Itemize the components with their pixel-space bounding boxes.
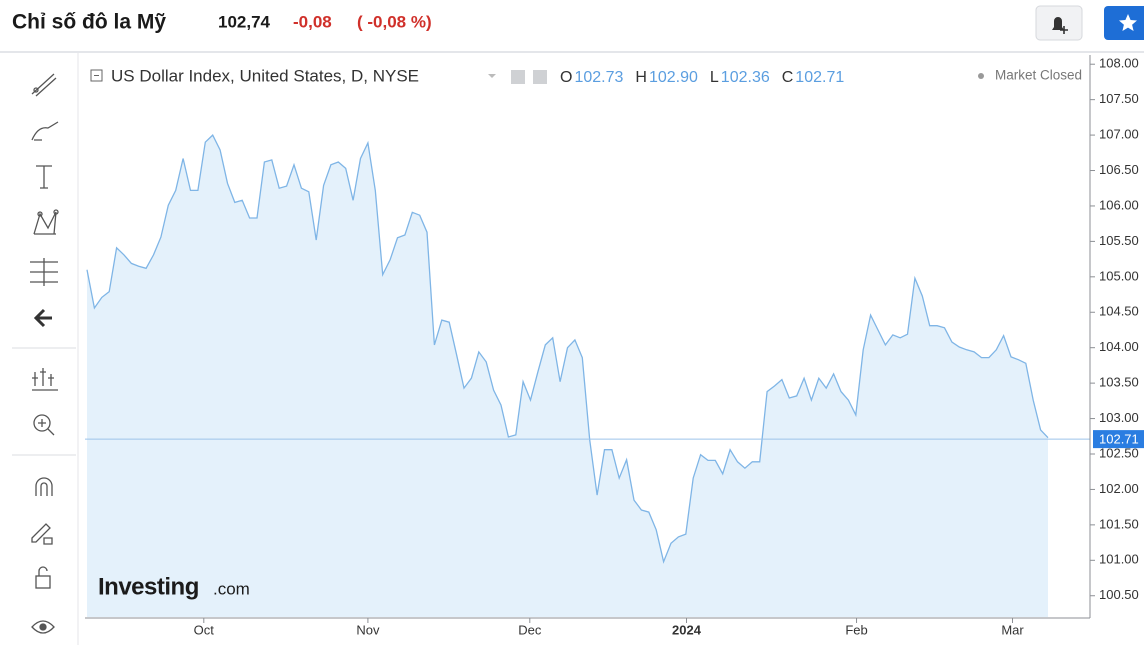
ohlc-value: 102.73	[574, 69, 623, 86]
ohlc-value: 102.90	[649, 69, 698, 86]
page-title: Chỉ số đô la Mỹ	[12, 11, 166, 34]
y-tick-label: 100.50	[1099, 587, 1139, 602]
lock-tool[interactable]	[35, 566, 51, 589]
y-tick-label: 104.00	[1099, 339, 1139, 354]
y-tick-label: 102.50	[1099, 445, 1139, 460]
status-dot	[978, 73, 984, 79]
ohlc-key: L	[710, 69, 719, 86]
change: -0,08	[293, 12, 332, 31]
y-tick-label: 108.00	[1099, 56, 1139, 71]
area	[87, 135, 1048, 617]
brush-tool[interactable]	[31, 121, 59, 141]
y-tick-label: 106.50	[1099, 162, 1139, 177]
y-tick-label: 106.00	[1099, 197, 1139, 212]
market-status: Market Closed	[995, 68, 1082, 83]
y-tick-label: 105.50	[1099, 233, 1139, 248]
magnet-tool[interactable]	[35, 477, 53, 496]
last-value-label: 102.71	[1099, 432, 1139, 447]
settings-icon[interactable]	[533, 70, 547, 84]
line	[86, 134, 1049, 564]
dropdown-arrow[interactable]	[488, 74, 496, 78]
frame: 100.50 101.00 101.50 102.00 102.50 103.00 103.…	[85, 55, 1144, 637]
y-tick-label: 102.00	[1099, 481, 1139, 496]
toolbar	[12, 73, 76, 634]
trend-tool[interactable]	[31, 73, 57, 97]
alert-button[interactable]	[1035, 5, 1083, 41]
collapse-icon[interactable]	[90, 69, 103, 82]
y-tick-label: 101.00	[1099, 552, 1139, 567]
x-tick-label: Mar	[1001, 622, 1024, 637]
ohlc-key: O	[560, 69, 572, 86]
x-tick-label: Feb	[845, 622, 867, 637]
brand-suffix: .com	[213, 579, 250, 598]
x-tick-label: Dec	[518, 622, 542, 637]
brand: Investing	[98, 573, 199, 600]
change-pct: ( -0,08 %)	[357, 12, 432, 31]
y-tick-label: 103.00	[1099, 410, 1139, 425]
zoom-tool[interactable]	[33, 414, 55, 436]
y-tick-label: 101.50	[1099, 516, 1139, 531]
price: 102,74	[218, 12, 271, 31]
y-tick-label: 105.00	[1099, 268, 1139, 283]
watchlist-button[interactable]	[1104, 6, 1144, 40]
lock-draw-tool[interactable]	[31, 523, 53, 545]
last-value-badge	[1093, 430, 1144, 449]
y-tick-label: 104.50	[1099, 304, 1139, 319]
y-tick-label: 107.50	[1099, 91, 1139, 106]
visibility-tool[interactable]	[31, 620, 55, 634]
ohlc-value: 102.36	[721, 69, 770, 86]
chart-title: US Dollar Index, United States, D, NYSE	[111, 66, 419, 85]
settings-icon[interactable]	[511, 70, 525, 84]
x-tick-label: 2024	[672, 622, 702, 637]
ohlc: O 102.73 H 102.90 L 102.36 C 102.71	[560, 69, 844, 86]
x-tick-label: Oct	[194, 622, 215, 637]
ohlc-key: H	[635, 69, 647, 86]
x-tick-label: Nov	[356, 622, 380, 637]
text-tool[interactable]	[36, 165, 52, 189]
ohlc-key: C	[782, 69, 794, 86]
fib-tool[interactable]	[30, 258, 58, 286]
back-tool[interactable]	[33, 308, 52, 328]
y-tick-label: 103.50	[1099, 375, 1139, 390]
y-tick-label: 107.00	[1099, 127, 1139, 142]
pattern-tool[interactable]	[33, 209, 59, 235]
ohlc-value: 102.71	[795, 69, 844, 86]
plot-area	[85, 134, 1090, 617]
indicator-tool[interactable]	[32, 368, 58, 391]
